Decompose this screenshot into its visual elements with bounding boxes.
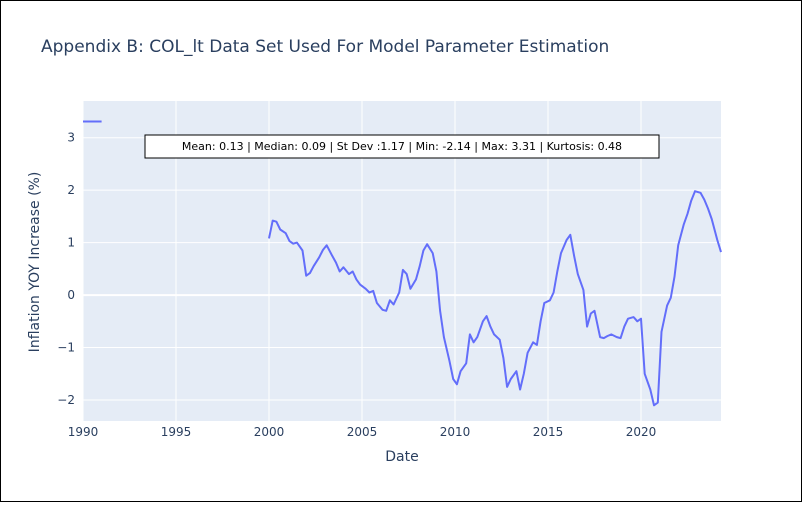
y-axis-title: Inflation YOY Increase (%) bbox=[27, 172, 43, 353]
y-tick-label: 3 bbox=[67, 131, 75, 145]
chart-title: Appendix B: COL_lt Data Set Used For Mod… bbox=[41, 37, 609, 57]
stats-annotation-box bbox=[144, 134, 660, 159]
y-tick-label: 0 bbox=[67, 288, 75, 302]
x-tick-label: 2020 bbox=[626, 425, 657, 439]
series-group bbox=[83, 120, 722, 407]
y-tick-label: −2 bbox=[57, 393, 75, 407]
y-tick-label: 2 bbox=[67, 183, 75, 197]
x-tick-labels: 1990 1995 2000 2005 2010 2015 2020 bbox=[68, 425, 657, 439]
stats-annotation: Mean: 0.13 | Median: 0.09 | St Dev :1.17… bbox=[144, 134, 660, 159]
y-tick-label: −1 bbox=[57, 341, 75, 355]
x-tick-label: 2015 bbox=[533, 425, 564, 439]
x-tick-label: 2010 bbox=[440, 425, 471, 439]
y-tick-label: 1 bbox=[67, 236, 75, 250]
x-tick-label: 2005 bbox=[347, 425, 378, 439]
x-tick-label: 1995 bbox=[161, 425, 192, 439]
stats-annotation-text: Mean: 0.13 | Median: 0.09 | St Dev :1.17… bbox=[182, 140, 622, 153]
x-tick-label: 2000 bbox=[254, 425, 285, 439]
x-tick-label: 1990 bbox=[68, 425, 99, 439]
series-line-2 bbox=[268, 190, 722, 407]
x-axis-title: Date bbox=[385, 449, 418, 465]
y-tick-labels: −2 −1 0 1 2 3 bbox=[57, 131, 75, 407]
